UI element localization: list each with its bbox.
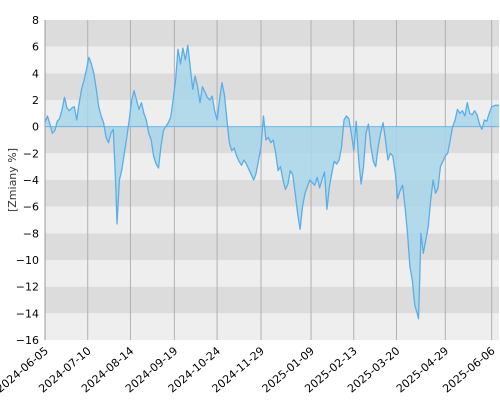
background-band	[45, 286, 499, 314]
y-tick-label: −6	[23, 201, 39, 214]
background-band	[45, 206, 499, 234]
background-band	[45, 260, 499, 287]
y-tick-label: −8	[23, 227, 39, 240]
y-tick-label: 0	[32, 121, 39, 134]
background-band	[45, 46, 499, 74]
y-tick-label: −14	[16, 307, 39, 320]
y-tick-label: −16	[16, 334, 39, 347]
background-band	[45, 100, 499, 127]
y-tick-label: 8	[32, 14, 39, 27]
y-tick-label: −12	[16, 281, 39, 294]
y-tick-label: −2	[23, 147, 39, 160]
y-tick-label: −10	[16, 254, 39, 267]
series-line	[44, 44, 499, 320]
y-axis-label: [Zmiany %]	[6, 148, 19, 212]
x-tick-labels: 2024-06-052024-07-102024-08-142024-09-19…	[0, 344, 498, 395]
background-band	[45, 313, 499, 340]
y-tick-labels: 8 6 4 2 0 −2 −4 −6 −8 −10 −12 −14 −16	[16, 14, 39, 347]
y-tick-label: 4	[32, 67, 39, 80]
vertical-gridlines	[87, 20, 493, 340]
y-tick-label: 6	[32, 41, 39, 54]
y-tick-label: 2	[32, 94, 39, 107]
series-area-fill	[45, 45, 499, 319]
background-band	[45, 73, 499, 100]
y-tick-label: −4	[23, 174, 39, 187]
background-band	[45, 20, 499, 47]
background-band	[45, 233, 499, 260]
